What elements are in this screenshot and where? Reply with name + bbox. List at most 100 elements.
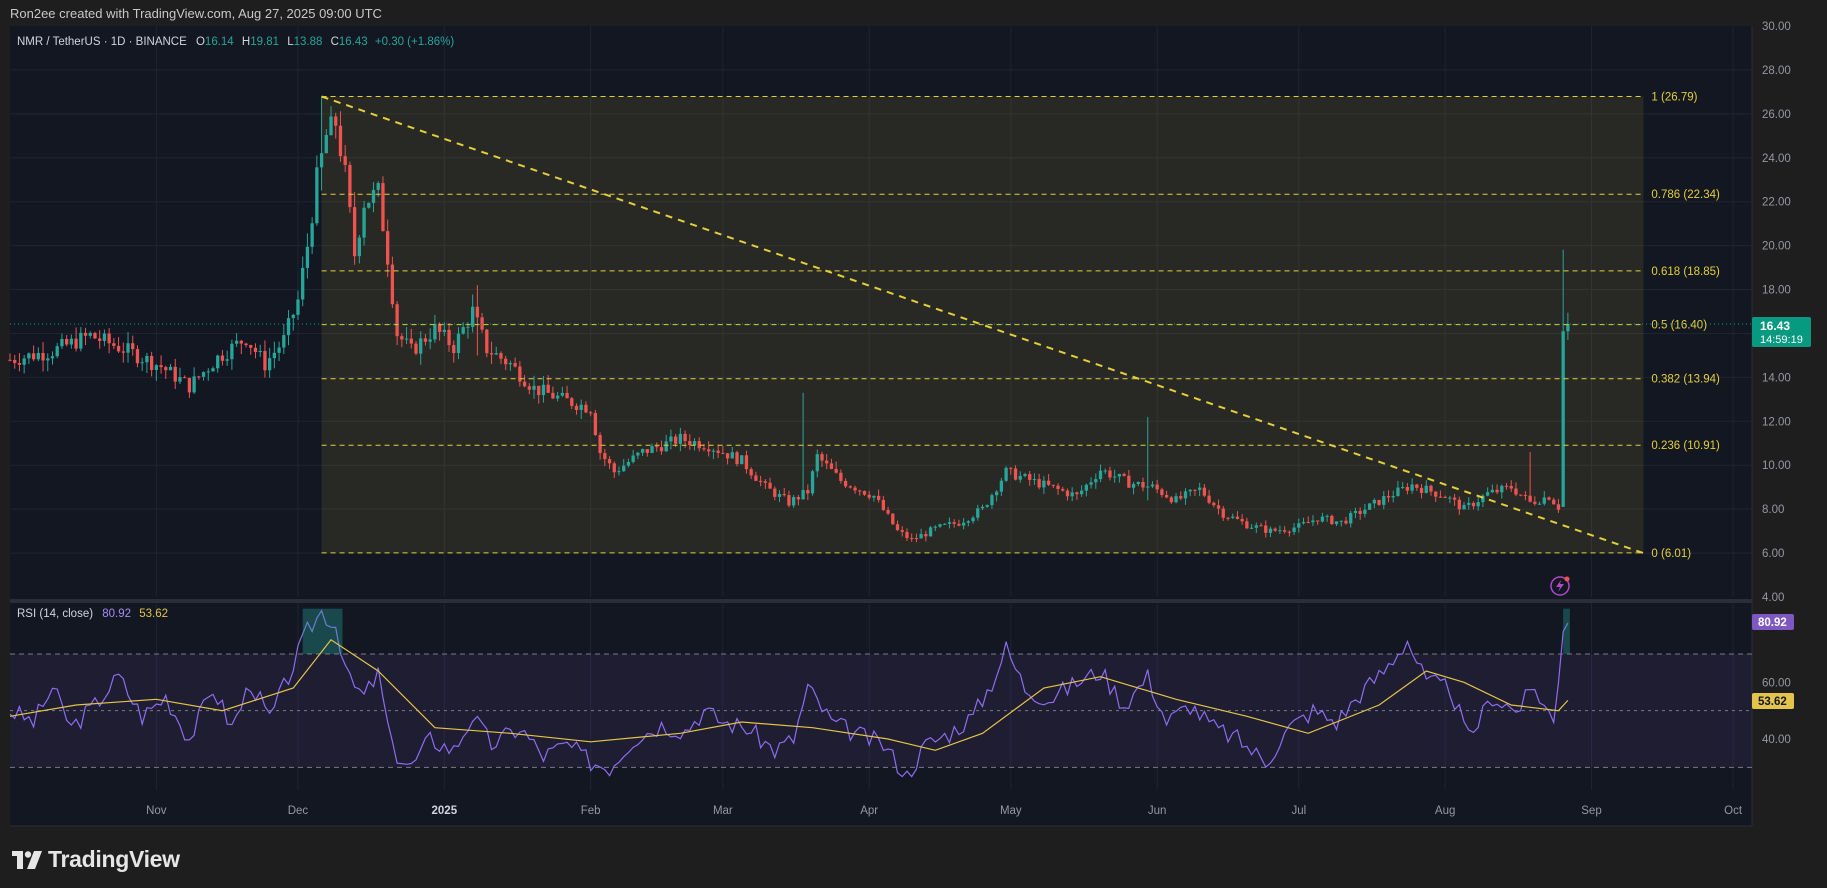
candle-body: [357, 237, 361, 257]
y-tick-label: 10.00: [1762, 460, 1791, 472]
candle-body: [187, 377, 192, 393]
candle-body: [1481, 495, 1485, 503]
rsi-y-tick-label: 60.00: [1762, 677, 1791, 689]
candle-body: [1075, 492, 1079, 495]
candle-body: [291, 314, 295, 319]
candle-body: [31, 353, 36, 360]
candle-body: [876, 495, 881, 500]
legend-c-value: 16.43: [339, 36, 368, 48]
candle-body: [1150, 484, 1155, 487]
candle-body: [1490, 489, 1495, 493]
candle-body: [206, 371, 210, 373]
candle-body: [55, 346, 59, 357]
candle-body: [98, 338, 102, 341]
rsi-ma-line: [9, 638, 1569, 751]
candle-body: [140, 362, 144, 364]
x-tick-label: May: [1000, 805, 1022, 817]
candle-body: [716, 450, 720, 453]
candle-body: [1212, 502, 1216, 506]
candle-body: [862, 490, 867, 495]
candle-body: [560, 392, 564, 396]
candle-body: [442, 329, 446, 332]
candle-body: [1467, 502, 1471, 505]
candle-body: [924, 533, 928, 537]
candle-body: [183, 377, 187, 379]
candle-body: [1476, 502, 1480, 507]
candle-body: [905, 531, 909, 539]
candle-body: [1566, 324, 1570, 332]
candle-body: [249, 345, 253, 348]
candle-body: [527, 386, 531, 390]
y-tick-label: 6.00: [1762, 548, 1784, 560]
candle-body: [966, 521, 970, 523]
candle-body: [735, 452, 739, 465]
candle-body: [858, 490, 862, 492]
candle-body: [999, 480, 1004, 492]
candle-body: [1207, 495, 1211, 503]
candle-body: [1037, 479, 1041, 488]
x-tick-label: Mar: [713, 805, 733, 817]
candle-body: [933, 526, 937, 528]
candle-body: [914, 538, 919, 540]
candle-body: [192, 376, 196, 393]
candle-body: [381, 183, 385, 232]
x-tick-label: Nov: [146, 805, 167, 817]
candle-body: [749, 469, 753, 476]
legend-o-label: O: [196, 36, 205, 48]
candle-body: [1268, 528, 1273, 533]
candle-body: [546, 384, 550, 393]
candle-body: [721, 452, 725, 454]
candle-body: [1519, 494, 1523, 496]
rsi-value: 80.92: [102, 608, 131, 620]
candle-body: [1561, 331, 1565, 507]
rsi-badge: 80.92: [1752, 614, 1794, 630]
candle-body: [8, 359, 12, 361]
candle-body: [282, 335, 286, 348]
candle-body: [1254, 525, 1258, 528]
candle-body: [1122, 473, 1126, 476]
candle-body: [1443, 496, 1447, 498]
candle-body: [796, 497, 801, 500]
candle-body: [508, 363, 513, 365]
candle-body: [1226, 517, 1230, 519]
y-tick-label: 20.00: [1762, 241, 1791, 253]
fib-label-0.5: 0.5 (16.40): [1651, 320, 1707, 332]
candle-body: [1533, 501, 1537, 504]
candle-body: [1018, 475, 1022, 480]
candle-body: [1009, 467, 1013, 469]
candle-body: [1495, 489, 1499, 493]
candle-body: [489, 353, 494, 355]
candle-body: [1297, 523, 1301, 528]
alert-bolt-icon[interactable]: [1550, 576, 1570, 596]
y-tick-label: 30.00: [1762, 21, 1791, 33]
candle-body: [995, 491, 999, 496]
candle-body: [744, 455, 749, 470]
candle-body: [149, 355, 154, 370]
candle-body: [1353, 510, 1358, 514]
candle-body: [1344, 520, 1348, 524]
rsi-legend: RSI (14, close) 80.92 53.62: [17, 608, 168, 620]
candle-body: [112, 343, 116, 346]
legend-l-value: 13.88: [294, 36, 323, 48]
candle-body: [367, 202, 371, 208]
candle-body: [1448, 497, 1452, 499]
y-tick-label: 22.00: [1762, 197, 1791, 209]
x-tick-label: Sep: [1581, 805, 1601, 817]
candle-body: [1169, 497, 1173, 503]
candle-body: [683, 433, 687, 442]
candle-body: [867, 494, 871, 498]
candle-body: [1382, 496, 1386, 505]
candle-body: [390, 264, 395, 305]
candle-body: [267, 358, 272, 371]
candle-body: [1273, 528, 1277, 531]
candle-body: [555, 395, 560, 399]
candle-body: [697, 441, 701, 449]
candle-body: [570, 398, 574, 406]
candle-body: [310, 223, 314, 247]
candle-body: [197, 376, 201, 378]
candle-body: [201, 372, 206, 377]
rsi-panel[interactable]: [9, 608, 1752, 778]
y-tick-label: 8.00: [1762, 504, 1784, 516]
candle-body: [825, 460, 829, 464]
